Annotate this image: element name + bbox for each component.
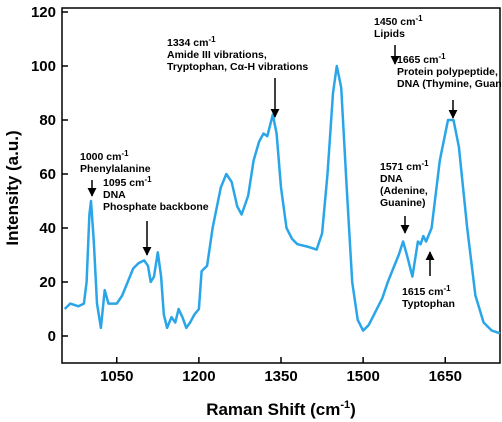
annotation-line: DNA (Thymine, Guanine) [397,78,502,90]
annotation-sup: -1 [421,159,429,168]
annotation-sup: -1 [415,14,423,23]
annotation-line: (Adenine, [380,185,428,197]
annotation-sup: -1 [208,35,216,44]
y-tick-label: 80 [39,112,56,129]
annotation-line: Tryptophan, Cα-H vibrations [167,61,308,73]
annotation-line: Phosphate backbone [103,201,209,213]
annotation: 1450 cm-1 Lipids [374,14,423,40]
annotation: 1571 cm-1 DNA (Adenine, Guanine) [380,159,429,209]
annotation-sup: -1 [438,52,446,61]
x-tick-label: 1350 [264,368,297,385]
annotation-head: 1334 cm [167,37,208,49]
y-tick-label: 100 [31,58,56,75]
annotation-line: Protein polypeptide, [397,66,498,78]
annotation: 1615 cm-1 Typtophan [402,284,455,310]
annotation-line: Lipids [374,28,405,40]
annotation: 1665 cm-1 Protein polypeptide, DNA (Thymin… [397,52,502,90]
annotation-head: 1615 cm [402,286,443,298]
y-tick-label: 60 [39,166,56,183]
annotation-line: DNA [380,173,403,185]
y-axis-label: Intensity (a.u.) [3,130,22,245]
y-tick-label: 40 [39,220,56,237]
annotation-head: 1665 cm [397,54,438,66]
x-axis-label: Raman Shift (cm-1) [206,399,356,419]
annotation-line: DNA [103,189,126,201]
annotation-sup: -1 [443,284,451,293]
annotation-line: Typtophan [402,298,455,310]
y-tick-label: 0 [48,328,56,345]
x-tick-label: 1650 [429,368,462,385]
annotation: 1095 cm-1 DNA Phosphate backbone [103,175,209,213]
y-tick-label: 20 [39,274,56,291]
annotation-line: Phenylalanine [80,163,151,175]
annotation: 1000 cm-1 Phenylalanine [80,149,151,175]
x-tick-label: 1200 [182,368,215,385]
y-tick-label: 120 [31,4,56,21]
annotation-head: 1095 cm [103,177,144,189]
annotation-head: 1450 cm [374,16,415,28]
spectrum-line [63,64,501,335]
annotation-line: Guanine) [380,197,426,209]
annotation-line: Amide III vibrations, [167,49,267,61]
x-tick-label: 1050 [100,368,133,385]
annotation: 1334 cm-1 Amide III vibrations, Tryptophan… [167,35,308,73]
annotation-head: 1000 cm [80,151,121,163]
x-tick-label: 1500 [346,368,379,385]
annotation-sup: -1 [121,149,129,158]
annotation-head: 1571 cm [380,161,421,173]
annotation-sup: -1 [144,175,152,184]
